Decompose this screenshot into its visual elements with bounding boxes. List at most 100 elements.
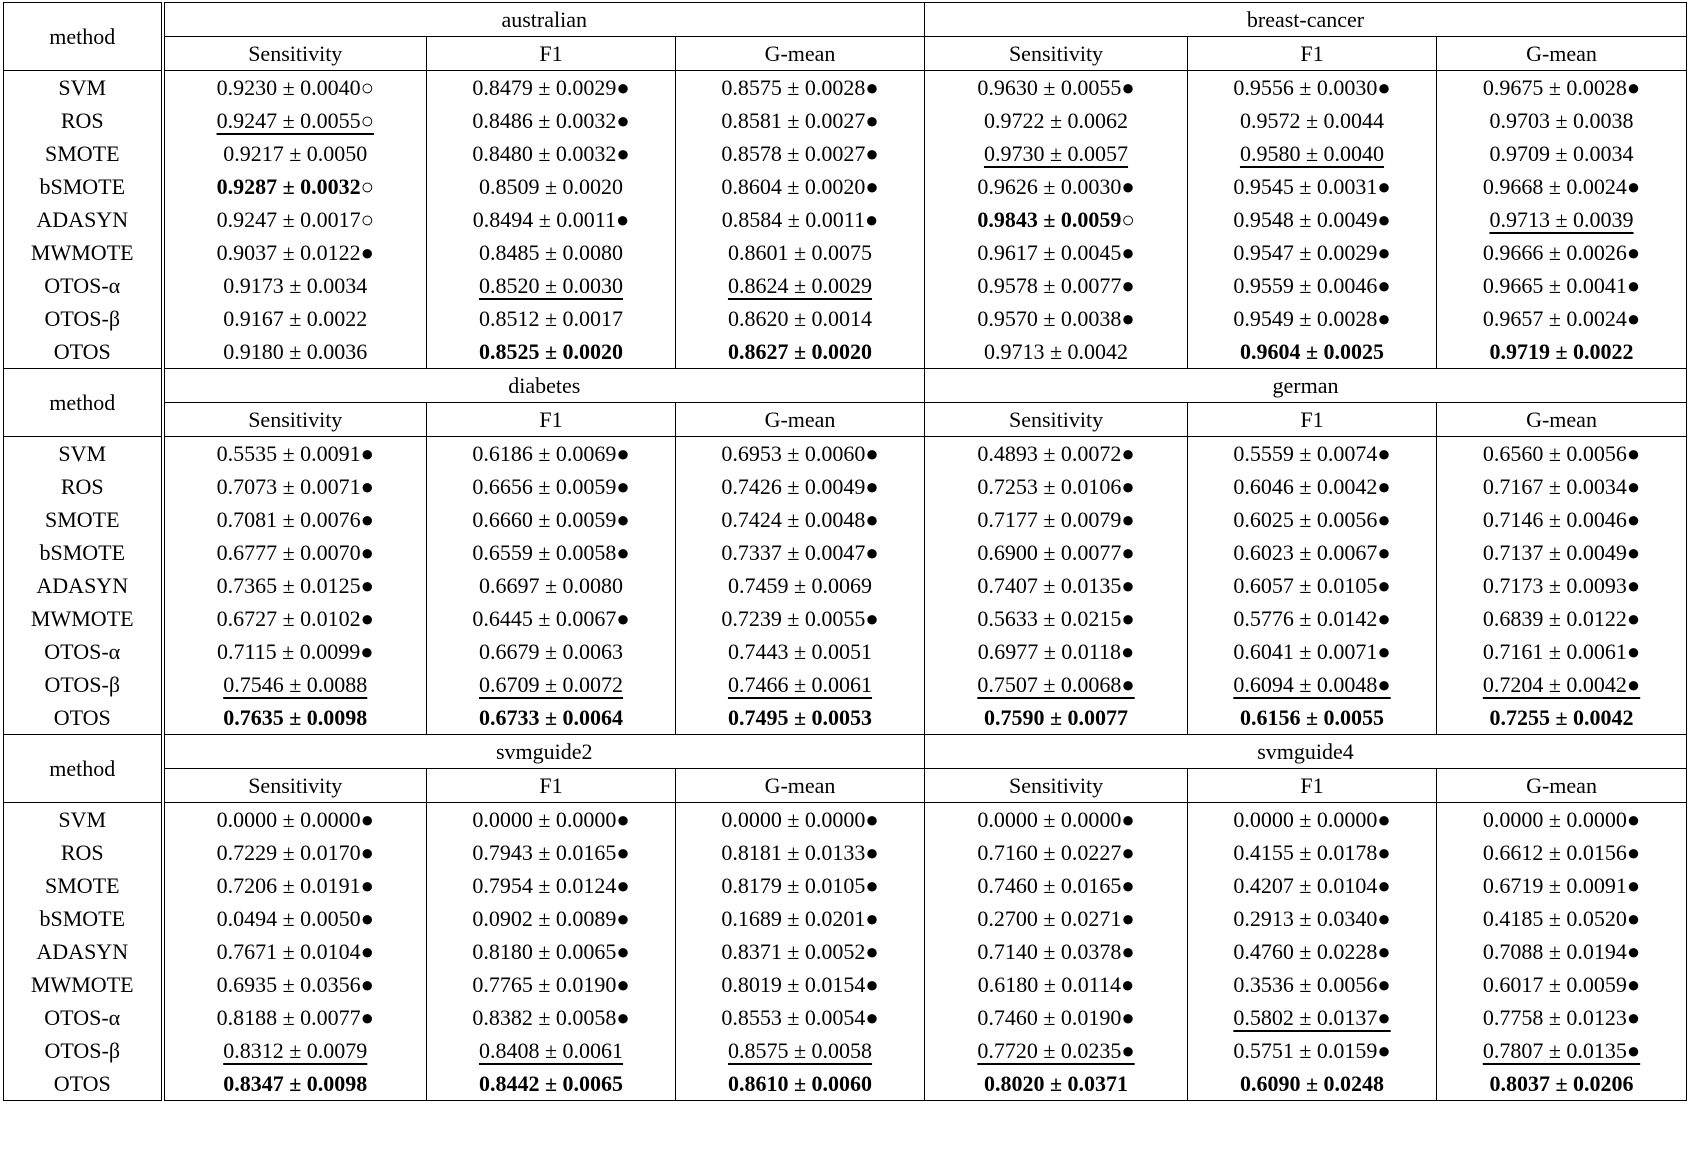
result-cell: 0.8610 ± 0.0060 <box>674 1067 926 1101</box>
result-value: 0.8019 ± 0.0154● <box>721 971 879 997</box>
metric-header: G-mean <box>1436 402 1688 437</box>
result-value: 0.7671 ± 0.0104● <box>216 938 374 964</box>
result-value: 0.6017 ± 0.0059● <box>1482 971 1641 997</box>
result-value: 0.6977 ± 0.0118● <box>977 638 1135 664</box>
result-cell: 0.9180 ± 0.0036 <box>162 335 427 369</box>
result-cell: 0.4760 ± 0.0228● <box>1187 935 1438 968</box>
result-value: 0.6697 ± 0.0080 <box>478 572 624 598</box>
dataset-header: diabetes <box>161 368 926 403</box>
result-cell: 0.8180 ± 0.0065● <box>426 935 676 968</box>
result-cell: 0.0494 ± 0.0050● <box>162 902 427 935</box>
result-value: 0.6025 ± 0.0056● <box>1233 506 1391 532</box>
result-cell: 0.9167 ± 0.0022 <box>162 302 427 335</box>
dataset-header: german <box>924 368 1688 403</box>
result-value: 0.7204 ± 0.0042● <box>1482 671 1641 697</box>
method-name: SMOTE <box>3 137 165 170</box>
result-value: 0.7407 ± 0.0135● <box>977 572 1135 598</box>
result-value: 0.7507 ± 0.0068● <box>977 671 1135 697</box>
result-row: ADASYN 0.9247 ± 0.0017○ 0.8494 ± 0.0011● 0.… <box>3 203 1688 236</box>
result-value: 0.6046 ± 0.0042● <box>1233 473 1391 499</box>
method-name: SMOTE <box>3 869 165 902</box>
metric-header: Sensitivity <box>924 402 1189 437</box>
result-value: 0.9549 ± 0.0028● <box>1233 305 1391 331</box>
result-value: 0.6186 ± 0.0069● <box>472 440 630 466</box>
result-value: 0.9247 ± 0.0017○ <box>216 206 374 232</box>
method-name: SVM <box>3 802 165 836</box>
result-cell: 0.8485 ± 0.0080 <box>426 236 676 269</box>
result-cell: 0.5802 ± 0.0137● <box>1187 1001 1438 1034</box>
result-value: 0.8037 ± 0.0206 <box>1489 1070 1634 1096</box>
method-name: ROS <box>3 836 165 869</box>
result-cell: 0.8584 ± 0.0011● <box>675 203 925 236</box>
result-cell: 0.9547 ± 0.0029● <box>1187 236 1437 269</box>
result-value: 0.9556 ± 0.0030● <box>1233 74 1391 100</box>
result-cell: 0.8179 ± 0.0105● <box>674 869 926 902</box>
result-row: OTOS-α 0.8188 ± 0.0077● 0.8382 ± 0.0058● 0.… <box>3 1001 1688 1034</box>
result-cell: 0.6186 ± 0.0069● <box>426 436 676 470</box>
result-value: 0.7137 ± 0.0049● <box>1482 539 1641 565</box>
result-cell: 0.9572 ± 0.0044 <box>1187 104 1437 137</box>
result-value: 0.6041 ± 0.0071● <box>1233 638 1391 664</box>
result-value: 0.4155 ± 0.0178● <box>1233 839 1391 865</box>
result-cell: 0.8486 ± 0.0032● <box>426 104 676 137</box>
result-value: 0.9719 ± 0.0022 <box>1489 338 1634 364</box>
result-row: bSMOTE 0.6777 ± 0.0070● 0.6559 ± 0.0058● 0.… <box>3 536 1688 569</box>
result-cell: 0.6679 ± 0.0063 <box>426 635 676 668</box>
result-cell: 0.7466 ± 0.0061 <box>674 668 926 701</box>
result-value: 0.7807 ± 0.0135● <box>1482 1037 1641 1063</box>
results-tables: method australian breast-cancer Sensitivity… <box>3 2 1688 1101</box>
result-value: 0.0000 ± 0.0000● <box>1233 806 1391 832</box>
method-name: MWMOTE <box>3 602 165 635</box>
result-row: SVM 0.0000 ± 0.0000● 0.0000 ± 0.0000● 0.000… <box>3 802 1688 836</box>
result-cell: 0.8620 ± 0.0014 <box>675 302 925 335</box>
result-value: 0.5535 ± 0.0091● <box>216 440 374 466</box>
result-value: 0.8578 ± 0.0027● <box>721 140 879 166</box>
result-value: 0.8553 ± 0.0054● <box>721 1004 879 1030</box>
result-cell: 0.7460 ± 0.0165● <box>924 869 1189 902</box>
result-value: 0.8180 ± 0.0065● <box>472 938 630 964</box>
result-cell: 0.7758 ± 0.0123● <box>1436 1001 1688 1034</box>
result-cell: 0.7115 ± 0.0099● <box>162 635 427 668</box>
result-value: 0.5802 ± 0.0137● <box>1233 1004 1391 1030</box>
result-value: 0.9843 ± 0.0059○ <box>977 206 1135 232</box>
result-value: 0.8486 ± 0.0032● <box>472 107 630 133</box>
result-row: bSMOTE 0.9287 ± 0.0032○ 0.8509 ± 0.0020 0.8… <box>3 170 1688 203</box>
result-value: 0.9230 ± 0.0040○ <box>216 74 374 100</box>
result-value: 0.8479 ± 0.0029● <box>472 74 630 100</box>
result-row: ADASYN 0.7365 ± 0.0125● 0.6697 ± 0.0080 0.7… <box>3 569 1688 602</box>
result-value: 0.9545 ± 0.0031● <box>1233 173 1391 199</box>
result-value: 0.6935 ± 0.0356● <box>216 971 374 997</box>
result-value: 0.7460 ± 0.0190● <box>977 1004 1135 1030</box>
result-value: 0.8509 ± 0.0020 <box>478 173 624 199</box>
result-cell: 0.8601 ± 0.0075 <box>675 236 925 269</box>
result-value: 0.6733 ± 0.0064 <box>478 704 624 730</box>
result-row: OTOS 0.9180 ± 0.0036 0.8525 ± 0.0020 0.8627… <box>3 335 1688 369</box>
method-name: ROS <box>3 104 165 137</box>
result-value: 0.6090 ± 0.0248 <box>1239 1070 1385 1096</box>
result-cell: 0.8553 ± 0.0054● <box>674 1001 926 1034</box>
method-name: OTOS-β <box>3 668 165 701</box>
result-cell: 0.9287 ± 0.0032○ <box>162 170 427 203</box>
result-value: 0.6094 ± 0.0048● <box>1233 671 1391 697</box>
dataset-header-row: method svmguide2 svmguide4 <box>3 734 1688 803</box>
metric-header: Sensitivity <box>924 36 1188 71</box>
result-value: 0.9630 ± 0.0055● <box>977 74 1135 100</box>
method-name: OTOS <box>3 1067 165 1101</box>
result-value: 0.6839 ± 0.0122● <box>1482 605 1641 631</box>
result-cell: 0.6719 ± 0.0091● <box>1436 869 1688 902</box>
result-row: bSMOTE 0.0494 ± 0.0050● 0.0902 ± 0.0089● 0.… <box>3 902 1688 935</box>
result-cell: 0.9570 ± 0.0038● <box>924 302 1188 335</box>
result-row: MWMOTE 0.6727 ± 0.0102● 0.6445 ± 0.0067● 0.… <box>3 602 1688 635</box>
result-value: 0.9572 ± 0.0044 <box>1239 107 1385 133</box>
result-cell: 0.7495 ± 0.0053 <box>674 701 926 735</box>
metric-header: G-mean <box>674 402 926 437</box>
result-cell: 0.9230 ± 0.0040○ <box>162 70 427 104</box>
result-value: 0.9180 ± 0.0036 <box>223 338 368 364</box>
result-cell: 0.9630 ± 0.0055● <box>924 70 1188 104</box>
metric-header: F1 <box>1187 768 1438 803</box>
result-value: 0.9730 ± 0.0057 <box>983 140 1129 166</box>
result-value: 0.7115 ± 0.0099● <box>216 638 374 664</box>
result-cell: 0.7459 ± 0.0069 <box>674 569 926 602</box>
result-value: 0.7239 ± 0.0055● <box>721 605 879 631</box>
result-value: 0.9666 ± 0.0026● <box>1482 239 1641 265</box>
